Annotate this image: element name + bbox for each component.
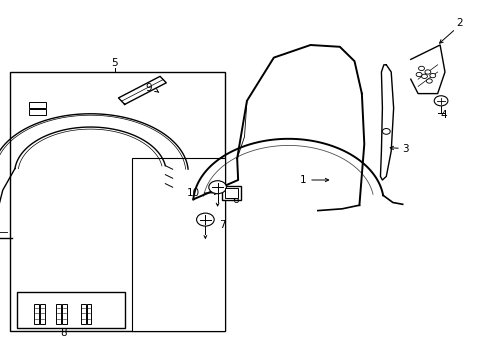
Circle shape	[424, 70, 430, 74]
Bar	[29, 102, 46, 108]
Bar	[62, 304, 67, 324]
Bar	[225, 188, 238, 198]
Text: 9: 9	[145, 83, 152, 93]
Circle shape	[208, 181, 226, 194]
Circle shape	[382, 129, 389, 134]
Text: 10: 10	[186, 188, 199, 198]
Text: 4: 4	[439, 110, 446, 120]
Bar	[34, 304, 39, 324]
Bar	[40, 304, 45, 324]
Bar	[10, 72, 224, 331]
Text: 7: 7	[219, 220, 225, 230]
Circle shape	[433, 96, 447, 106]
Bar	[81, 304, 85, 324]
Text: 3: 3	[402, 144, 408, 154]
Circle shape	[196, 213, 214, 226]
Bar	[56, 304, 61, 324]
Circle shape	[418, 66, 424, 71]
Text: 5: 5	[111, 58, 118, 68]
Bar	[29, 109, 46, 115]
Text: 2: 2	[455, 18, 462, 28]
Text: 6: 6	[232, 195, 239, 205]
Text: 1: 1	[299, 175, 306, 185]
Circle shape	[426, 79, 431, 83]
Bar	[222, 186, 241, 200]
Bar	[86, 304, 91, 324]
Circle shape	[421, 74, 427, 78]
Bar	[132, 158, 224, 331]
Circle shape	[429, 73, 435, 78]
Text: 8: 8	[60, 328, 67, 338]
Bar	[17, 292, 124, 328]
Circle shape	[415, 72, 421, 77]
